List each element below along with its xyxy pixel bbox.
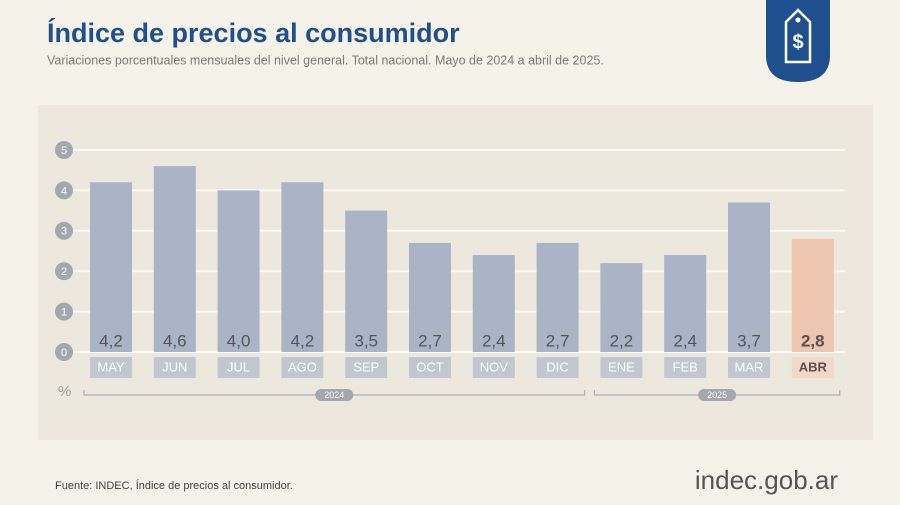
- logo-text: indec.gob.ar: [695, 465, 838, 495]
- x-tick-label: SEP: [353, 359, 379, 374]
- value-label: 4,2: [99, 331, 123, 350]
- year-pill: [698, 389, 737, 401]
- value-label: 4,0: [227, 331, 251, 350]
- bar: [153, 166, 196, 352]
- y-tick-label: 0: [61, 347, 67, 359]
- value-label: 2,7: [546, 331, 570, 350]
- y-tick-label: 3: [61, 226, 67, 238]
- x-tick-label: MAR: [735, 359, 764, 374]
- year-pill: [315, 389, 354, 401]
- value-label: 4,2: [291, 331, 315, 350]
- category-box: [728, 357, 770, 378]
- category-box: [90, 357, 132, 378]
- category-box: [664, 357, 707, 378]
- badge-icon: $: [766, 0, 830, 82]
- category-box: [281, 357, 324, 378]
- y-tick-label: 5: [61, 145, 67, 157]
- source-note: Fuente: INDEC, Índice de precios al cons…: [55, 479, 293, 492]
- value-label: 2,8: [801, 331, 825, 350]
- bar: [281, 182, 324, 352]
- unit-label: %: [58, 383, 71, 400]
- chart-subtitle: Variaciones porcentuales mensuales del n…: [47, 53, 604, 67]
- x-tick-label: NOV: [480, 359, 509, 374]
- x-tick-label: ABR: [799, 359, 828, 374]
- value-label: 2,2: [610, 331, 634, 350]
- y-tick-badge: [55, 262, 73, 281]
- x-tick-label: JUL: [227, 359, 250, 374]
- y-tick-badge: [55, 302, 73, 321]
- bar: [345, 210, 388, 352]
- bar: [90, 182, 132, 352]
- category-box: [791, 357, 834, 378]
- bar: [217, 190, 260, 352]
- y-tick-label: 2: [61, 266, 67, 278]
- bar: [728, 202, 770, 352]
- bar: [409, 242, 451, 352]
- x-tick-label: AGO: [288, 359, 317, 374]
- y-tick-label: 4: [61, 185, 67, 197]
- x-tick-label: MAY: [97, 359, 125, 374]
- x-tick-label: OCT: [416, 359, 444, 374]
- category-box: [153, 357, 196, 378]
- y-tick-badge: [55, 221, 73, 240]
- chart-title: Índice de precios al consumidor: [47, 17, 460, 48]
- bar: [791, 238, 834, 352]
- bar: [472, 255, 515, 352]
- value-label: 3,5: [354, 331, 378, 350]
- category-box: [345, 357, 388, 378]
- y-tick-badge: [55, 141, 73, 159]
- x-tick-label: FEB: [673, 359, 698, 374]
- bar: [664, 255, 707, 352]
- category-box: [600, 357, 643, 378]
- value-label: 4,6: [163, 331, 187, 350]
- value-label: 2,4: [482, 331, 506, 350]
- y-tick-label: 1: [61, 307, 67, 319]
- value-label: 2,4: [673, 331, 697, 350]
- x-tick-label: DIC: [546, 359, 568, 374]
- year-label: 2024: [324, 390, 344, 400]
- bar: [600, 263, 643, 352]
- x-tick-label: ENE: [608, 359, 635, 374]
- y-tick-badge: [55, 181, 73, 200]
- value-label: 2,7: [418, 331, 442, 350]
- category-box: [536, 357, 579, 378]
- year-label: 2025: [707, 390, 727, 400]
- category-box: [472, 357, 515, 378]
- x-tick-label: JUN: [162, 359, 187, 374]
- bar: [536, 242, 579, 352]
- y-tick-badge: [55, 343, 73, 361]
- svg-text:$: $: [792, 31, 803, 53]
- category-box: [217, 357, 260, 378]
- value-label: 3,7: [737, 331, 761, 350]
- category-box: [409, 357, 451, 378]
